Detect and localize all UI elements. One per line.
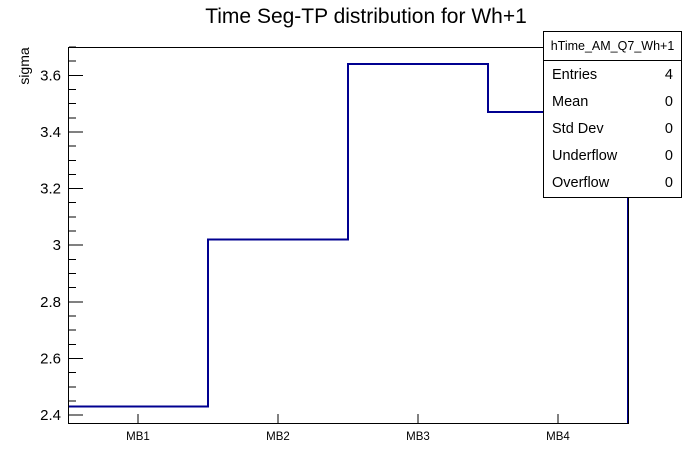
stats-row-value: 4 [664,66,673,83]
stats-row: Entries 4 [544,61,681,88]
stats-row: Overflow 0 [544,170,681,197]
y-tick-label: 2.8 [40,294,61,311]
x-tick-label: MB1 [126,431,150,443]
stats-row-value: 0 [664,93,673,110]
x-tick-label: MB3 [406,431,430,443]
stats-box-title: hTime_AM_Q7_Wh+1 [544,32,681,61]
stats-row-value: 0 [664,121,673,137]
y-tick-label: 2.6 [40,350,61,367]
stats-row-label: Entries [552,66,598,83]
y-tick-label: 3 [53,237,61,254]
stats-rows: Entries 4 Mean 0 Std Dev 0 Underflow 0 O… [544,61,681,197]
stats-row: Underflow 0 [544,143,681,170]
stats-row: Mean 0 [544,88,681,115]
x-tick-label: MB4 [546,431,570,443]
y-tick-label: 2.4 [40,407,61,424]
chart-title: Time Seg-TP distribution for Wh+1 [205,5,527,28]
x-tick-label: MB2 [266,431,290,443]
stats-row-value: 0 [664,148,673,165]
stats-row-label: Underflow [552,148,618,165]
plot-frame [68,47,629,424]
stats-box: hTime_AM_Q7_Wh+1 Entries 4 Mean 0 Std De… [543,31,682,198]
y-tick-label: 3.4 [40,124,61,141]
stats-row-label: Overflow [552,175,610,192]
stats-row-label: Mean [552,93,589,110]
stats-row: Std Dev 0 [544,115,681,142]
y-tick-label: 3.2 [40,181,61,198]
y-tick-label: 3.6 [40,67,61,84]
stats-row-label: Std Dev [552,121,604,137]
stats-row-value: 0 [664,175,673,192]
